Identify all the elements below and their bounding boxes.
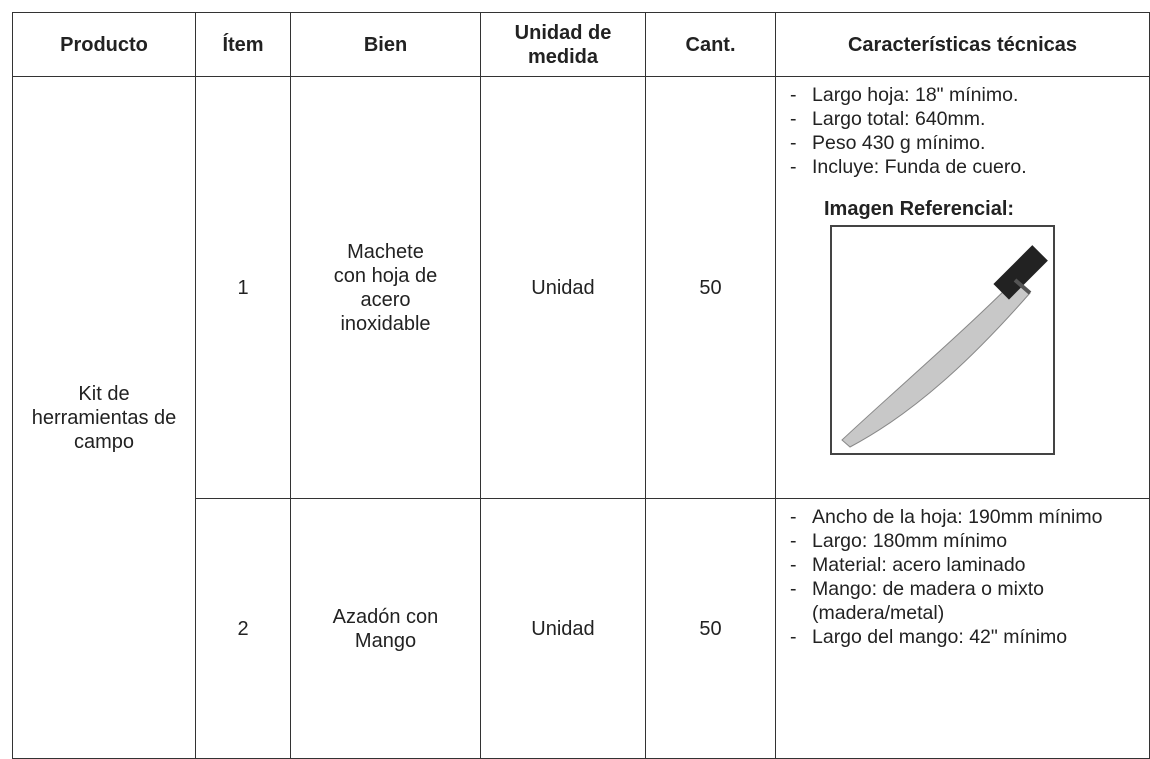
- qty-cell: 50: [645, 498, 776, 759]
- header-cell: Ítem: [195, 12, 291, 77]
- header-row: Producto Ítem Bien Unidad de medida Cant. Car…: [12, 12, 1150, 77]
- spec-item: Largo: 180mm mínimo: [790, 529, 1141, 553]
- bien-line: inoxidable: [340, 312, 431, 335]
- header-cell: Cant.: [645, 12, 776, 77]
- spec-list: Largo hoja: 18" mínimo.Largo total: 640m…: [790, 83, 1141, 179]
- spec-item: Incluye: Funda de cuero.: [790, 155, 1141, 179]
- qty-cell: 50: [645, 76, 776, 499]
- image-label: Imagen Referencial:: [824, 198, 1015, 220]
- machete-image: [830, 225, 1055, 455]
- bien-cell: Machete con hoja de acero inoxidable: [290, 76, 481, 499]
- unit-cell: Unidad: [480, 76, 646, 499]
- item-cell: 2: [195, 498, 291, 759]
- header-cell: Bien: [290, 12, 481, 77]
- bien-line: Machete: [347, 240, 424, 263]
- specs-cell: Ancho de la hoja: 190mm mínimoLargo: 180…: [775, 498, 1150, 759]
- spec-item: Largo del mango: 42" mínimo: [790, 625, 1141, 649]
- specs-cell: Largo hoja: 18" mínimo.Largo total: 640m…: [775, 76, 1150, 499]
- spec-item: Largo total: 640mm.: [790, 107, 1141, 131]
- header-cell: Producto: [12, 12, 196, 77]
- bien-line: con hoja de: [333, 264, 438, 287]
- spec-item: Largo hoja: 18" mínimo.: [790, 83, 1141, 107]
- unit-cell: Unidad: [480, 498, 646, 759]
- spec-table: Producto Ítem Bien Unidad de medida Cant. Car…: [12, 12, 1150, 759]
- spec-item: Mango: de madera o mixto (madera/metal): [790, 577, 1141, 625]
- row: Kit de herramientas de campo 1 Machete con…: [12, 76, 1150, 759]
- spec-item: Material: acero laminado: [790, 553, 1141, 577]
- header-cell: Características técnicas: [775, 12, 1150, 77]
- spec-list: Ancho de la hoja: 190mm mínimoLargo: 180…: [790, 505, 1141, 649]
- product-cell: Kit de herramientas de campo: [12, 76, 196, 759]
- bien-line: Azadón con: [332, 605, 439, 628]
- bien-line: Mango: [354, 629, 417, 652]
- bien-cell: Azadón con Mango: [290, 498, 481, 759]
- reference-image: [830, 225, 1141, 461]
- item-cell: 1: [195, 76, 291, 499]
- spec-item: Ancho de la hoja: 190mm mínimo: [790, 505, 1141, 529]
- bien-line: acero: [360, 288, 411, 311]
- header-cell: Unidad de medida: [480, 12, 646, 77]
- spec-item: Peso 430 g mínimo.: [790, 131, 1141, 155]
